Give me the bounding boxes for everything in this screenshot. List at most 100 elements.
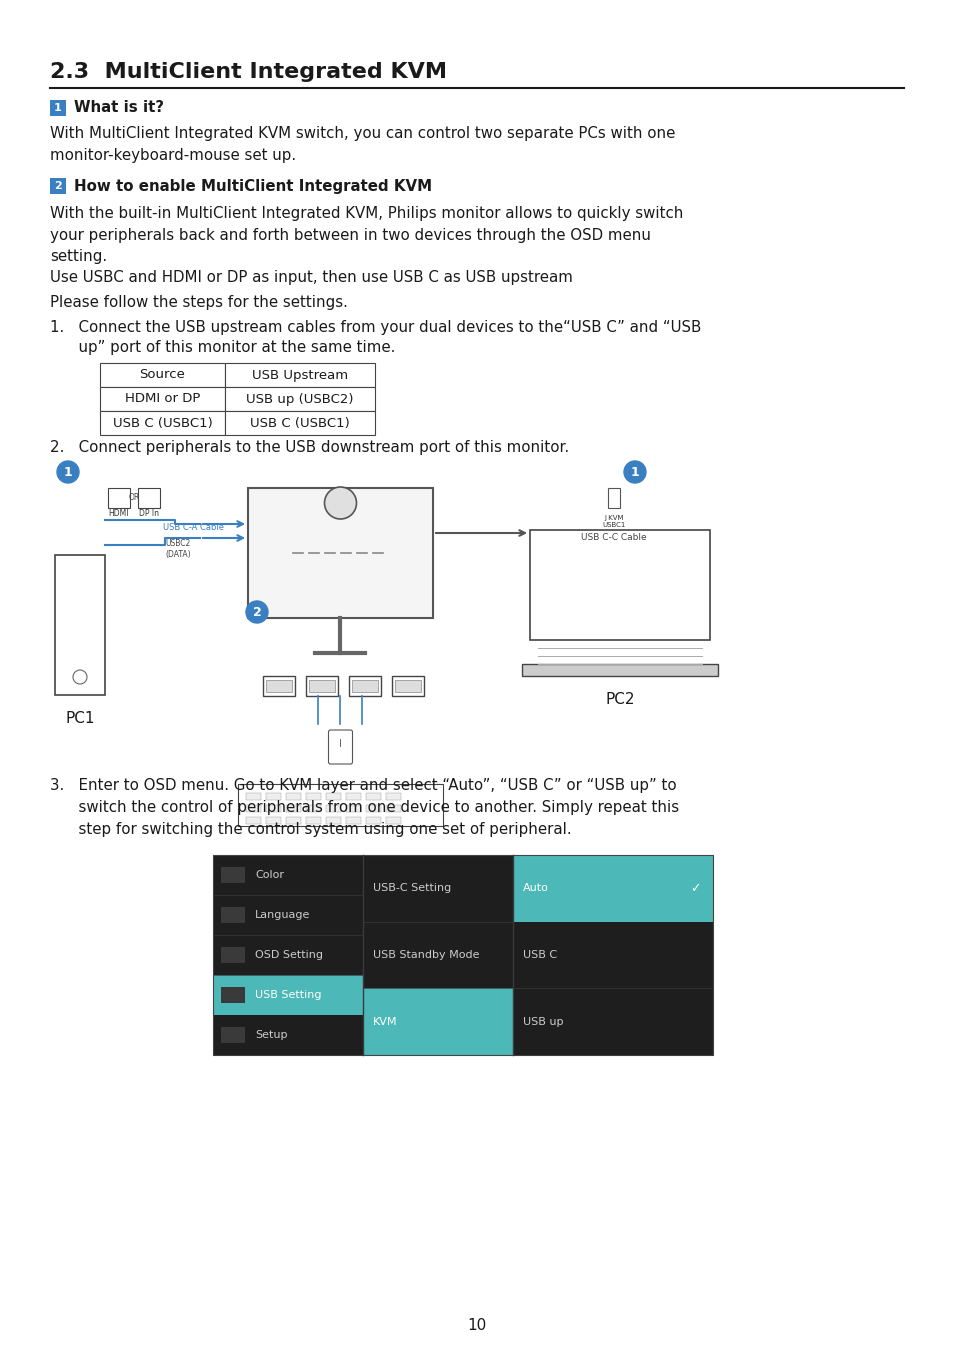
Text: 1: 1 [64, 466, 72, 478]
Bar [138, 487, 160, 508]
Text: DP In: DP In [139, 509, 159, 519]
Text: USB Setting: USB Setting [254, 990, 321, 1001]
Bar [363, 988, 513, 1055]
Bar [213, 854, 712, 1055]
Bar [607, 487, 619, 508]
Bar [349, 676, 380, 696]
Bar [225, 412, 375, 435]
Bar [346, 793, 360, 800]
Bar [246, 793, 261, 800]
Text: USB C (USBC1): USB C (USBC1) [112, 417, 213, 429]
Bar [386, 793, 400, 800]
Text: USB C-C Cable: USB C-C Cable [580, 532, 646, 542]
Text: (DATA): (DATA) [165, 550, 191, 558]
Bar [100, 387, 225, 412]
Bar [50, 177, 66, 194]
Text: J KVM: J KVM [603, 515, 623, 521]
Bar [306, 676, 337, 696]
Circle shape [324, 487, 356, 519]
Text: USB up (USBC2): USB up (USBC2) [246, 393, 354, 405]
FancyBboxPatch shape [328, 730, 352, 764]
Bar [352, 680, 377, 692]
Text: 2.3  MultiClient Integrated KVM: 2.3 MultiClient Integrated KVM [50, 62, 447, 83]
Bar [366, 816, 380, 825]
Bar [263, 676, 294, 696]
Bar [266, 816, 281, 825]
Bar [100, 363, 225, 387]
Text: PC2: PC2 [604, 692, 634, 707]
Text: USB Upstream: USB Upstream [252, 368, 348, 382]
Bar [286, 816, 301, 825]
Bar [221, 867, 245, 883]
Text: 1: 1 [54, 103, 62, 112]
Text: USB-C Setting: USB-C Setting [373, 883, 451, 894]
Bar [225, 363, 375, 387]
Text: switch the control of peripherals from one device to another. Simply repeat this: switch the control of peripherals from o… [50, 800, 679, 815]
Bar [213, 975, 363, 1016]
Bar [386, 816, 400, 825]
Text: USB C: USB C [522, 951, 557, 960]
Text: 10: 10 [467, 1317, 486, 1332]
Bar [221, 987, 245, 1003]
Bar [513, 854, 712, 922]
Text: HDMI or DP: HDMI or DP [125, 393, 200, 405]
Text: ✓: ✓ [689, 881, 700, 895]
Text: USB Standby Mode: USB Standby Mode [373, 951, 479, 960]
Bar [326, 806, 340, 812]
Text: Use USBC and HDMI or DP as input, then use USB C as USB upstream: Use USBC and HDMI or DP as input, then u… [50, 269, 572, 284]
Bar [309, 680, 335, 692]
Text: 2: 2 [253, 605, 261, 619]
Text: USB C-A Cable: USB C-A Cable [163, 524, 224, 532]
Bar [286, 806, 301, 812]
Bar [530, 529, 709, 640]
Text: Color: Color [254, 871, 284, 880]
Text: 1.   Connect the USB upstream cables from your dual devices to the“USB C” and “U: 1. Connect the USB upstream cables from … [50, 320, 700, 334]
Bar [237, 784, 442, 826]
Bar [306, 793, 320, 800]
Text: USB up: USB up [522, 1017, 563, 1026]
Text: With the built-in MultiClient Integrated KVM, Philips monitor allows to quickly : With the built-in MultiClient Integrated… [50, 206, 682, 264]
Bar [346, 806, 360, 812]
Text: Please follow the steps for the settings.: Please follow the steps for the settings… [50, 295, 348, 310]
Circle shape [57, 460, 79, 483]
Bar [326, 793, 340, 800]
Text: Setup: Setup [254, 1030, 287, 1040]
Text: 1: 1 [630, 466, 639, 478]
Bar [306, 806, 320, 812]
Bar [266, 680, 292, 692]
Bar [326, 816, 340, 825]
Text: step for switching the control system using one set of peripheral.: step for switching the control system us… [50, 822, 571, 837]
Bar [246, 806, 261, 812]
Bar [266, 793, 281, 800]
Bar [221, 1026, 245, 1043]
Bar [55, 555, 105, 695]
Bar [521, 663, 718, 676]
Bar [366, 806, 380, 812]
Bar [248, 487, 433, 617]
Bar [225, 387, 375, 412]
Bar [306, 816, 320, 825]
Bar [346, 816, 360, 825]
Text: Language: Language [254, 910, 310, 919]
Bar [221, 946, 245, 963]
Text: Source: Source [139, 368, 185, 382]
Bar [100, 412, 225, 435]
Bar [108, 487, 130, 508]
Text: 2.   Connect peripherals to the USB downstream port of this monitor.: 2. Connect peripherals to the USB downst… [50, 440, 569, 455]
Text: USBC1: USBC1 [601, 523, 625, 528]
Bar [386, 806, 400, 812]
Text: PC1: PC1 [65, 711, 94, 726]
Circle shape [246, 601, 268, 623]
Bar [246, 816, 261, 825]
Text: OR: OR [129, 493, 139, 502]
Text: What is it?: What is it? [74, 100, 164, 115]
Bar [266, 806, 281, 812]
Text: How to enable MultiClient Integrated KVM: How to enable MultiClient Integrated KVM [74, 179, 432, 194]
Text: OSD Setting: OSD Setting [254, 951, 323, 960]
Text: USBC2: USBC2 [165, 539, 190, 547]
Bar [50, 100, 66, 116]
Bar [213, 854, 712, 1055]
Text: HDMI: HDMI [109, 509, 129, 519]
Text: Auto: Auto [522, 883, 548, 894]
Text: 3.   Enter to OSD menu. Go to KVM layer and select “Auto”, “USB C” or “USB up” t: 3. Enter to OSD menu. Go to KVM layer an… [50, 779, 676, 793]
